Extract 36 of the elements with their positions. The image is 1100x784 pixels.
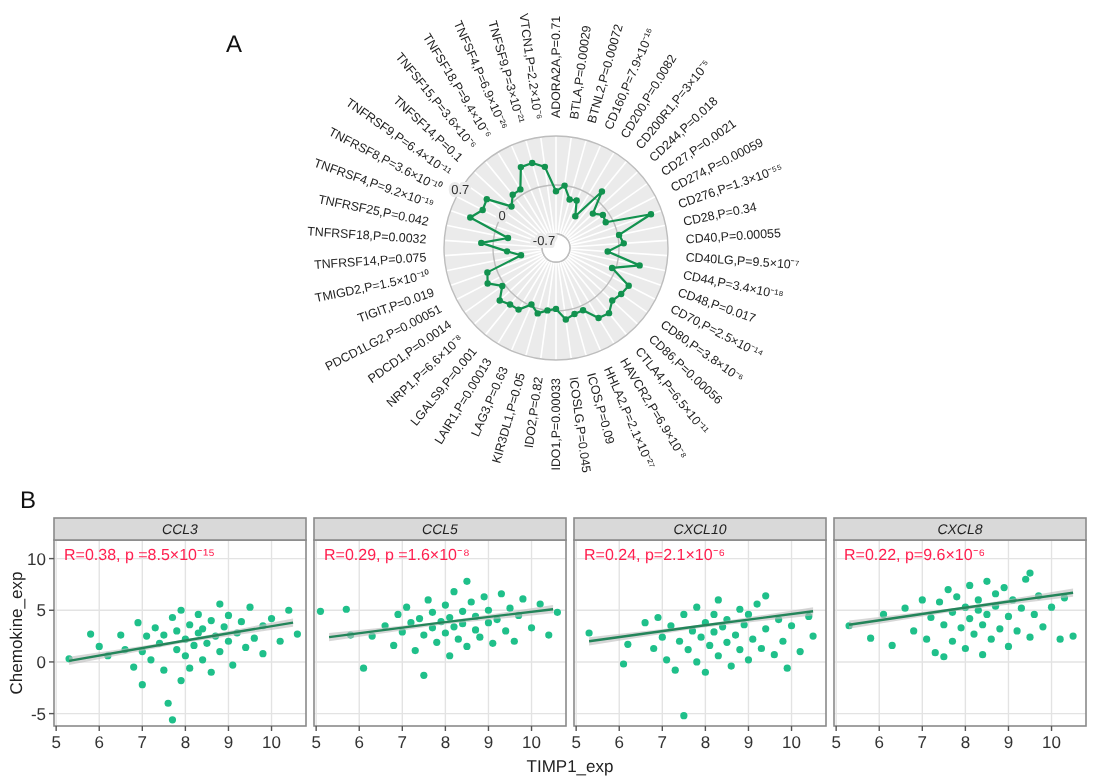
text: B (20, 486, 37, 514)
x-tick-label: 10 (262, 732, 282, 752)
x-tick-label: 8 (440, 732, 451, 752)
x-tick-label: 5 (571, 732, 582, 752)
x-tick-label: 7 (917, 732, 928, 752)
annotation: R=0.29, p =1.6×10⁻⁸ (324, 546, 470, 564)
x-tick-label: 10 (782, 732, 802, 752)
x-tick-label: 10 (1042, 732, 1062, 752)
annotation: R=0.22, p=9.6×10⁻⁶ (844, 546, 986, 564)
x-tick-label: 8 (700, 732, 711, 752)
x-tick-label: 6 (614, 732, 625, 752)
x-tick-label: 6 (354, 732, 365, 752)
x-tick-label: 7 (657, 732, 668, 752)
x-tick-label: 10 (522, 732, 542, 752)
x-axis-title: TIMP1_exp (526, 756, 614, 776)
x-tick-label: 5 (831, 732, 842, 752)
x-tick-label: 6 (94, 732, 105, 752)
x-tick-label: 8 (960, 732, 971, 752)
x-tick-label: 8 (180, 732, 191, 752)
x-tick-label: 9 (483, 732, 494, 752)
x-tick-label: 9 (743, 732, 754, 752)
y-tick-label: 5 (36, 600, 47, 621)
text: A (226, 30, 243, 58)
x-tick-label: 7 (137, 732, 148, 752)
y-tick-label: 10 (27, 548, 47, 569)
x-tick-label: 9 (1003, 732, 1014, 752)
y-tick-label: 0 (36, 651, 47, 672)
x-tick-label: 5 (51, 732, 62, 752)
x-tick-label: 9 (223, 732, 234, 752)
annotation: R=0.24, p=2.1×10⁻⁶ (584, 546, 726, 564)
y-tick-label: -5 (30, 703, 47, 724)
x-tick-label: 7 (397, 732, 408, 752)
annotation: R=0.38, p =8.5×10⁻¹⁵ (64, 546, 215, 564)
x-tick-label: 6 (874, 732, 885, 752)
x-tick-label: 5 (311, 732, 322, 752)
y-axis-title: Chemokine_exp (5, 571, 26, 695)
